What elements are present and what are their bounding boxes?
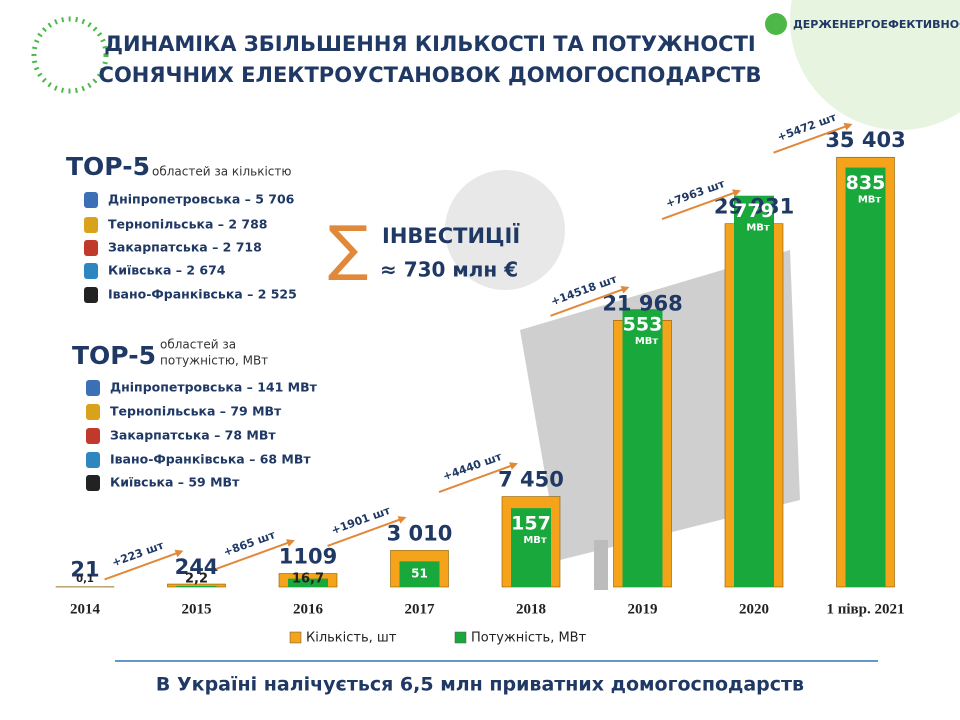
power-label: 0,1	[76, 574, 94, 585]
title: СОНЯЧНИХ ЕЛЕКТРОУСТАНОВОК ДОМОГОСПОДАРСТ…	[99, 63, 762, 87]
growth-arrowhead	[174, 549, 184, 558]
x-tick-label: 1 півр. 2021	[826, 601, 904, 617]
x-tick-label: 2015	[182, 601, 212, 617]
region-icon	[84, 287, 98, 303]
top-subtitle: потужністю, МВт	[160, 354, 268, 368]
power-bar	[845, 167, 886, 588]
count-label: 35 403	[825, 128, 905, 152]
growth-arrowhead	[843, 122, 853, 131]
growth-arrow	[438, 464, 513, 493]
growth-arrow	[661, 191, 736, 221]
power-unit: МВт	[858, 195, 882, 206]
growth-arrowhead	[620, 286, 630, 294]
x-tick-label: 2019	[628, 601, 658, 617]
growth-arrow	[550, 288, 625, 317]
power-bar	[622, 309, 663, 587]
growth-arrowhead	[397, 516, 407, 524]
power-label: 779	[734, 200, 774, 222]
power-bar	[176, 585, 217, 587]
legend-label: Кількість, шт	[306, 631, 397, 646]
count-label: 1109	[279, 545, 337, 569]
growth-arrowhead	[509, 462, 518, 470]
power-bar	[288, 578, 328, 587]
region-icon	[86, 452, 100, 468]
power-label: 16,7	[292, 572, 324, 587]
count-label: 3 010	[387, 521, 453, 545]
region-item: Закарпатська – 78 МВт	[110, 428, 276, 443]
investment-title: ІНВЕСТИЦІЇ	[382, 223, 520, 248]
count-label: 244	[175, 555, 219, 579]
title: ДИНАМІКА ЗБІЛЬШЕННЯ КІЛЬКОСТІ ТА ПОТУЖНО…	[104, 32, 755, 56]
growth-label: +4440 шт	[441, 450, 504, 484]
x-tick-label: 2020	[739, 601, 769, 617]
power-label: 835	[846, 172, 886, 194]
region-icon	[86, 380, 100, 396]
count-label: 21 968	[602, 291, 682, 315]
logo-text: ДЕРЖЕНЕРГОЕФЕКТИВНОСТІ	[793, 18, 960, 31]
region-icon	[84, 263, 98, 279]
growth-label: +223 шт	[110, 538, 166, 569]
region-icon	[84, 240, 98, 256]
region-item: Тернопільська – 79 МВт	[110, 404, 282, 419]
growth-label: +865 шт	[222, 528, 278, 559]
power-label: 51	[411, 567, 428, 581]
region-item: Закарпатська – 2 718	[108, 240, 262, 255]
growth-label: +1901 шт	[330, 504, 393, 538]
footer: В Україні налічується 6,5 млн приватних …	[156, 674, 804, 696]
growth-arrow	[773, 125, 848, 154]
growth-arrow	[327, 518, 402, 547]
top-title: TOP-5	[66, 152, 150, 181]
growth-arrowhead	[732, 189, 741, 197]
legend-label: Потужність, МВт	[471, 631, 587, 646]
power-bar	[511, 508, 551, 587]
growth-arrow	[104, 551, 179, 581]
power-unit: МВт	[523, 535, 547, 546]
sun	[445, 170, 565, 290]
power-label: 157	[511, 513, 551, 535]
region-item: Дніпропетровська – 5 706	[108, 192, 295, 207]
x-tick-label: 2016	[293, 601, 324, 617]
region-icon	[86, 475, 100, 491]
deco-circle	[790, 0, 960, 130]
power-bar	[734, 195, 774, 587]
legend-swatch	[289, 631, 302, 644]
count-label: 29 931	[714, 195, 794, 219]
region-icon	[84, 217, 98, 233]
deco-dots	[31, 16, 109, 94]
power-label: 2,2	[185, 572, 208, 587]
region-icon	[86, 404, 100, 420]
top-subtitle: областей за кількістю	[152, 165, 292, 179]
region-item: Тернопільська – 2 788	[108, 217, 268, 232]
x-tick-label: 2018	[516, 601, 546, 617]
logo-icon	[765, 13, 787, 35]
power-unit: МВт	[746, 223, 770, 234]
growth-annotation: +223 шт	[104, 538, 184, 581]
x-tick-label: 2014	[70, 601, 101, 617]
region-item: Івано-Франківська – 2 525	[108, 287, 297, 302]
growth-arrowhead	[286, 539, 295, 547]
panel-stand	[594, 540, 608, 590]
growth-arrow	[215, 541, 290, 570]
power-unit: МВт	[635, 336, 659, 347]
investment-value: ≈ 730 млн €	[380, 258, 518, 282]
region-item: Івано-Франківська – 68 МВт	[110, 452, 311, 467]
legend-swatch	[454, 631, 467, 644]
top-subtitle: областей за	[160, 338, 236, 352]
region-item: Дніпропетровська – 141 МВт	[110, 380, 318, 395]
power-bar	[399, 561, 440, 587]
top-title: TOP-5	[72, 341, 156, 370]
count-label: 7 450	[498, 468, 564, 492]
region-item: Київська – 59 МВт	[110, 475, 240, 490]
count-label: 21	[70, 558, 99, 582]
power-label: 553	[623, 314, 663, 336]
region-item: Київська – 2 674	[108, 263, 226, 278]
sigma: ∑	[328, 214, 368, 284]
region-icon	[86, 428, 100, 444]
x-tick-label: 2017	[405, 601, 436, 617]
region-icon	[84, 192, 98, 208]
